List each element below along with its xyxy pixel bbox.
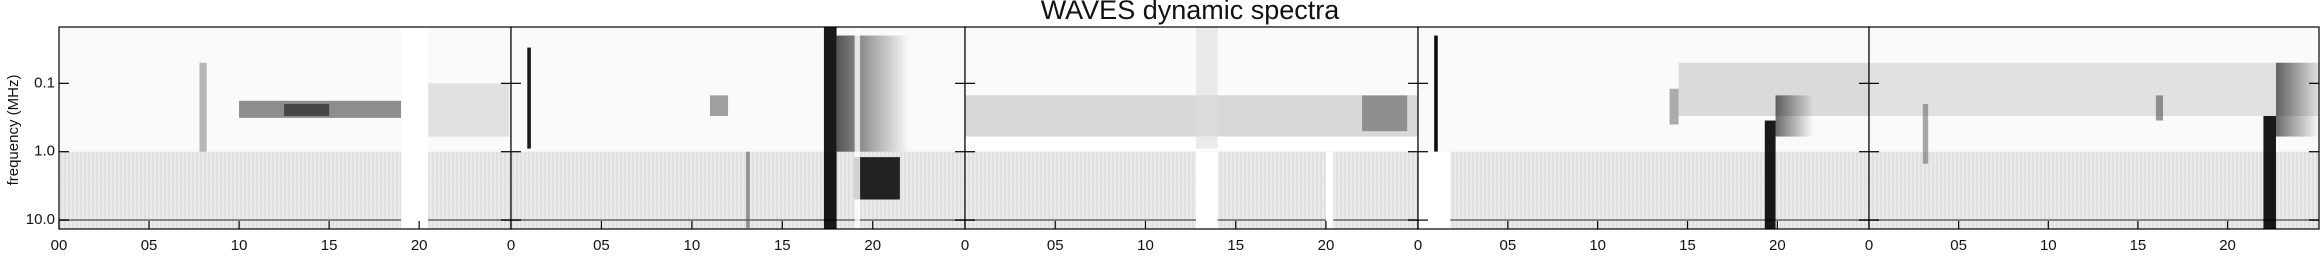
x-tick-label: 20 xyxy=(1318,237,1335,254)
y-tick-label: 10.0 xyxy=(26,211,55,228)
spectrogram-feature xyxy=(965,95,1418,137)
spectrogram-low-band xyxy=(1418,151,1869,229)
x-tick-label: 20 xyxy=(1769,237,1786,254)
x-tick-label: 20 xyxy=(2219,237,2236,254)
spectrogram-noise-line xyxy=(965,219,1418,221)
x-tick-label: 10 xyxy=(1137,237,1154,254)
spectrogram-feature xyxy=(2275,62,2319,137)
x-tick-label: 05 xyxy=(1950,237,1967,254)
y-tick-label: 1.0 xyxy=(34,143,55,160)
spectrogram-feature xyxy=(2155,95,2164,121)
spectrogram-feature xyxy=(1764,120,1776,229)
panel-frame xyxy=(1868,26,2320,230)
spectrogram-feature xyxy=(1196,27,1218,149)
x-tick-label: 15 xyxy=(2130,237,2147,254)
chart-title: WAVES dynamic spectra xyxy=(1041,0,1341,25)
x-tick-label: 15 xyxy=(1679,237,1696,254)
x-tick-label: 15 xyxy=(774,237,791,254)
spectrogram-feature xyxy=(1775,95,1814,137)
y-axis-label: frequency (MHz) xyxy=(5,75,22,186)
spectrogram-feature xyxy=(1669,88,1679,125)
spectrogram-feature xyxy=(823,27,837,229)
spectrogram-feature xyxy=(2263,115,2276,229)
spectrogram-low-band xyxy=(965,151,1418,229)
spectrogram-feature xyxy=(1418,151,1451,229)
spectrogram-feature xyxy=(1678,62,1869,116)
x-tick-label: 20 xyxy=(411,237,428,254)
spectrogram-feature xyxy=(199,62,207,152)
spectrogram-feature xyxy=(1325,151,1334,229)
spectrogram-feature xyxy=(746,151,750,228)
spectrogram-feature xyxy=(854,157,900,200)
spectrogram-feature xyxy=(836,35,909,152)
x-tick-label: 05 xyxy=(141,237,158,254)
spectrogram-feature xyxy=(1922,103,1929,164)
spectrogram-feature xyxy=(1362,95,1408,132)
spectrogram-feature xyxy=(284,103,330,116)
y-tick-label: 0.1 xyxy=(34,74,55,91)
x-tick-label: 15 xyxy=(1227,237,1244,254)
x-tick-label: 05 xyxy=(593,237,610,254)
x-tick-label: 0 xyxy=(961,237,969,254)
x-tick-label: 05 xyxy=(1047,237,1064,254)
spectrogram-feature xyxy=(401,27,429,229)
x-tick-label: 00 xyxy=(51,237,68,254)
x-tick-label: 0 xyxy=(507,237,515,254)
spectrogram-feature xyxy=(709,95,729,116)
spectrogram-low-band xyxy=(59,151,511,229)
spectrogram-feature xyxy=(428,83,510,137)
spectrogram-noise-line xyxy=(59,219,511,221)
spectrogram-feature xyxy=(1196,151,1218,229)
x-tick-label: 10 xyxy=(684,237,701,254)
spectrogram-noise-line xyxy=(511,219,965,221)
x-tick-label: 0 xyxy=(1865,237,1873,254)
spectrogram-feature xyxy=(1434,35,1438,152)
x-tick-label: 0 xyxy=(1414,237,1422,254)
x-tick-label: 15 xyxy=(321,237,338,254)
spectrogram-feature xyxy=(965,136,1418,151)
spectrogram-noise-line xyxy=(1418,219,1869,221)
spectrogram-noise-line xyxy=(1869,219,2319,221)
spectrogram-feature xyxy=(1869,62,2319,116)
x-tick-label: 10 xyxy=(1589,237,1606,254)
x-tick-label: 05 xyxy=(1499,237,1516,254)
x-tick-label: 10 xyxy=(231,237,248,254)
x-tick-label: 10 xyxy=(2040,237,2057,254)
spectrogram-feature xyxy=(854,27,861,229)
spectrogram-low-band xyxy=(1869,151,2319,229)
spectrogram-feature xyxy=(527,47,531,149)
x-tick-label: 20 xyxy=(864,237,881,254)
